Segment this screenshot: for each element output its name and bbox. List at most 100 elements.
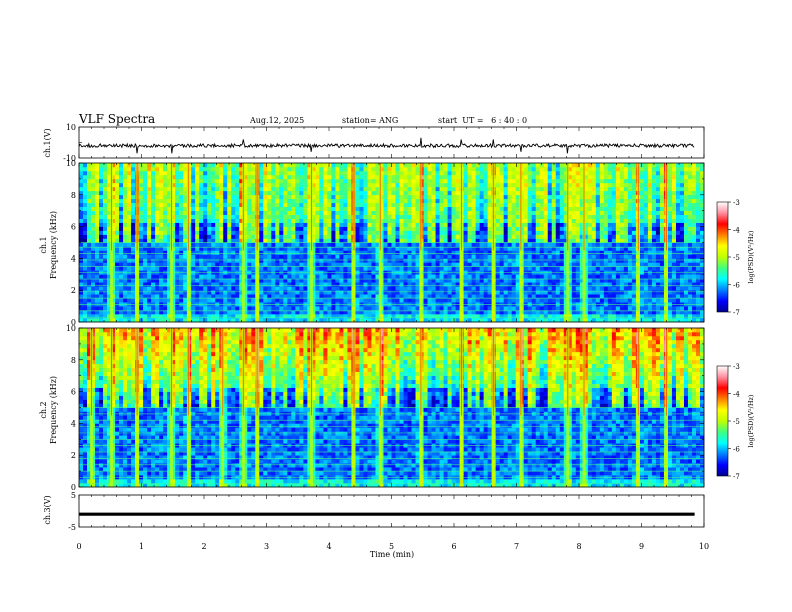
spectrogram-cell: [91, 258, 96, 263]
spectrogram-cell: [307, 246, 312, 251]
spectrogram-cell: [79, 202, 84, 208]
spectrogram-cell: [215, 218, 220, 223]
spectrogram-cell: [371, 254, 376, 259]
spectrogram-cell: [207, 234, 212, 239]
spectrogram-cell: [319, 278, 324, 283]
spectrogram-cell: [319, 190, 324, 196]
spectrogram-cell: [239, 258, 244, 263]
spectrogram-cell: [443, 294, 448, 299]
spectrogram-cell: [335, 194, 340, 200]
spectrogram-cell: [95, 258, 100, 263]
spectrogram-cell: [115, 318, 120, 323]
spectrogram-cell: [443, 214, 448, 219]
spectrogram-cell: [523, 234, 529, 239]
spectrogram-cell: [183, 258, 188, 263]
spectrogram-cell: [159, 238, 164, 243]
spectrogram-cell: [411, 306, 416, 311]
spectrogram-cell: [127, 206, 132, 211]
spectrogram-cell: [543, 246, 549, 251]
spectrogram-cell: [291, 190, 296, 196]
spectrogram-cell: [455, 206, 460, 211]
spectrogram-cell: [427, 238, 432, 243]
spectrogram-cell: [207, 318, 212, 323]
spectrogram-cell: [467, 194, 472, 200]
spectrogram-cell: [559, 170, 565, 176]
spectrogram-cell: [531, 254, 537, 259]
spectrogram-cell: [455, 286, 460, 291]
spectrogram-cell: [335, 298, 340, 303]
spectrogram-cell: [111, 198, 116, 204]
spectrogram-cell: [363, 282, 368, 287]
spectrogram-cell: [411, 238, 416, 243]
spectrogram-cell: [415, 190, 420, 196]
spectrogram-cell: [563, 298, 569, 303]
spectrogram-cell: [515, 314, 521, 319]
spectrogram-cell: [563, 258, 569, 263]
spectrogram-cell: [291, 250, 296, 255]
spectrogram-cell: [467, 234, 472, 239]
spectrogram-cell: [167, 182, 172, 188]
spectrogram-cell: [195, 210, 200, 215]
spectrogram-cell: [163, 222, 168, 227]
spectrogram-cell: [511, 234, 516, 239]
spectrogram-cell: [375, 198, 380, 204]
spectrogram-cell: [183, 306, 188, 311]
spectrogram-cell: [131, 290, 136, 295]
spectrogram-cell: [235, 266, 240, 271]
spectrogram-cell: [99, 274, 104, 279]
spectrogram-cell: [235, 318, 240, 323]
spectrogram-cell: [239, 282, 244, 287]
spectrogram-cell: [247, 242, 252, 247]
spectrogram-cell: [211, 318, 216, 323]
spectrogram-cell: [535, 286, 541, 291]
spectrogram-cell: [95, 282, 100, 287]
spectrogram-cell: [295, 218, 300, 223]
spectrogram-cell: [79, 314, 84, 319]
spectrogram-cell: [199, 218, 204, 223]
spectrogram-cell: [315, 310, 320, 315]
spectrogram-cell: [207, 214, 212, 219]
spectrogram-cell: [299, 186, 304, 192]
spectrogram-cell: [555, 294, 561, 299]
spectrogram-cell: [455, 190, 460, 196]
spectrogram-cell: [479, 314, 484, 319]
spectrogram-cell: [123, 226, 128, 231]
spectrogram-cell: [319, 250, 324, 255]
spectrogram-cell: [323, 222, 328, 227]
spectrogram-cell: [343, 166, 348, 172]
spectrogram-cell: [127, 298, 132, 303]
spectrogram-cell: [111, 314, 116, 319]
spectrogram-cell: [407, 174, 412, 180]
spectrogram-cell: [267, 178, 272, 184]
spectrogram-cell: [163, 178, 168, 184]
spectrogram-cell: [311, 294, 316, 299]
spectrogram-cell: [127, 170, 132, 176]
spectrogram-cell: [503, 294, 508, 299]
spectrogram-cell: [435, 218, 440, 223]
spectrogram-cell: [207, 198, 212, 204]
spectrogram-cell: [359, 182, 364, 188]
spectrogram-cell: [179, 230, 184, 235]
spectrogram-cell: [259, 278, 264, 283]
spectrogram-cell: [243, 262, 248, 267]
spectrogram-cell: [475, 202, 480, 208]
spectrogram-cell: [207, 314, 212, 319]
spectrogram-cell: [275, 262, 280, 267]
spectrogram-cell: [191, 254, 196, 259]
spectrogram-cell: [127, 182, 132, 188]
spectrogram-cell: [127, 278, 132, 283]
spectrogram-cell: [495, 282, 500, 287]
spectrogram-cell: [95, 294, 100, 299]
spectrogram-cell: [523, 163, 529, 168]
spectrogram-cell: [175, 318, 180, 323]
spectrogram-cell: [375, 214, 380, 219]
spectrogram-cell: [283, 163, 288, 168]
spectrogram-cell: [559, 318, 565, 323]
spectrogram-cell: [443, 250, 448, 255]
spectrogram-cell: [483, 198, 488, 204]
spectrogram-cell: [235, 294, 240, 299]
spectrogram-cell: [139, 314, 144, 319]
spectrogram-cell: [203, 286, 208, 291]
spectrogram-cell: [215, 298, 220, 303]
spectrogram-cell: [287, 174, 292, 180]
